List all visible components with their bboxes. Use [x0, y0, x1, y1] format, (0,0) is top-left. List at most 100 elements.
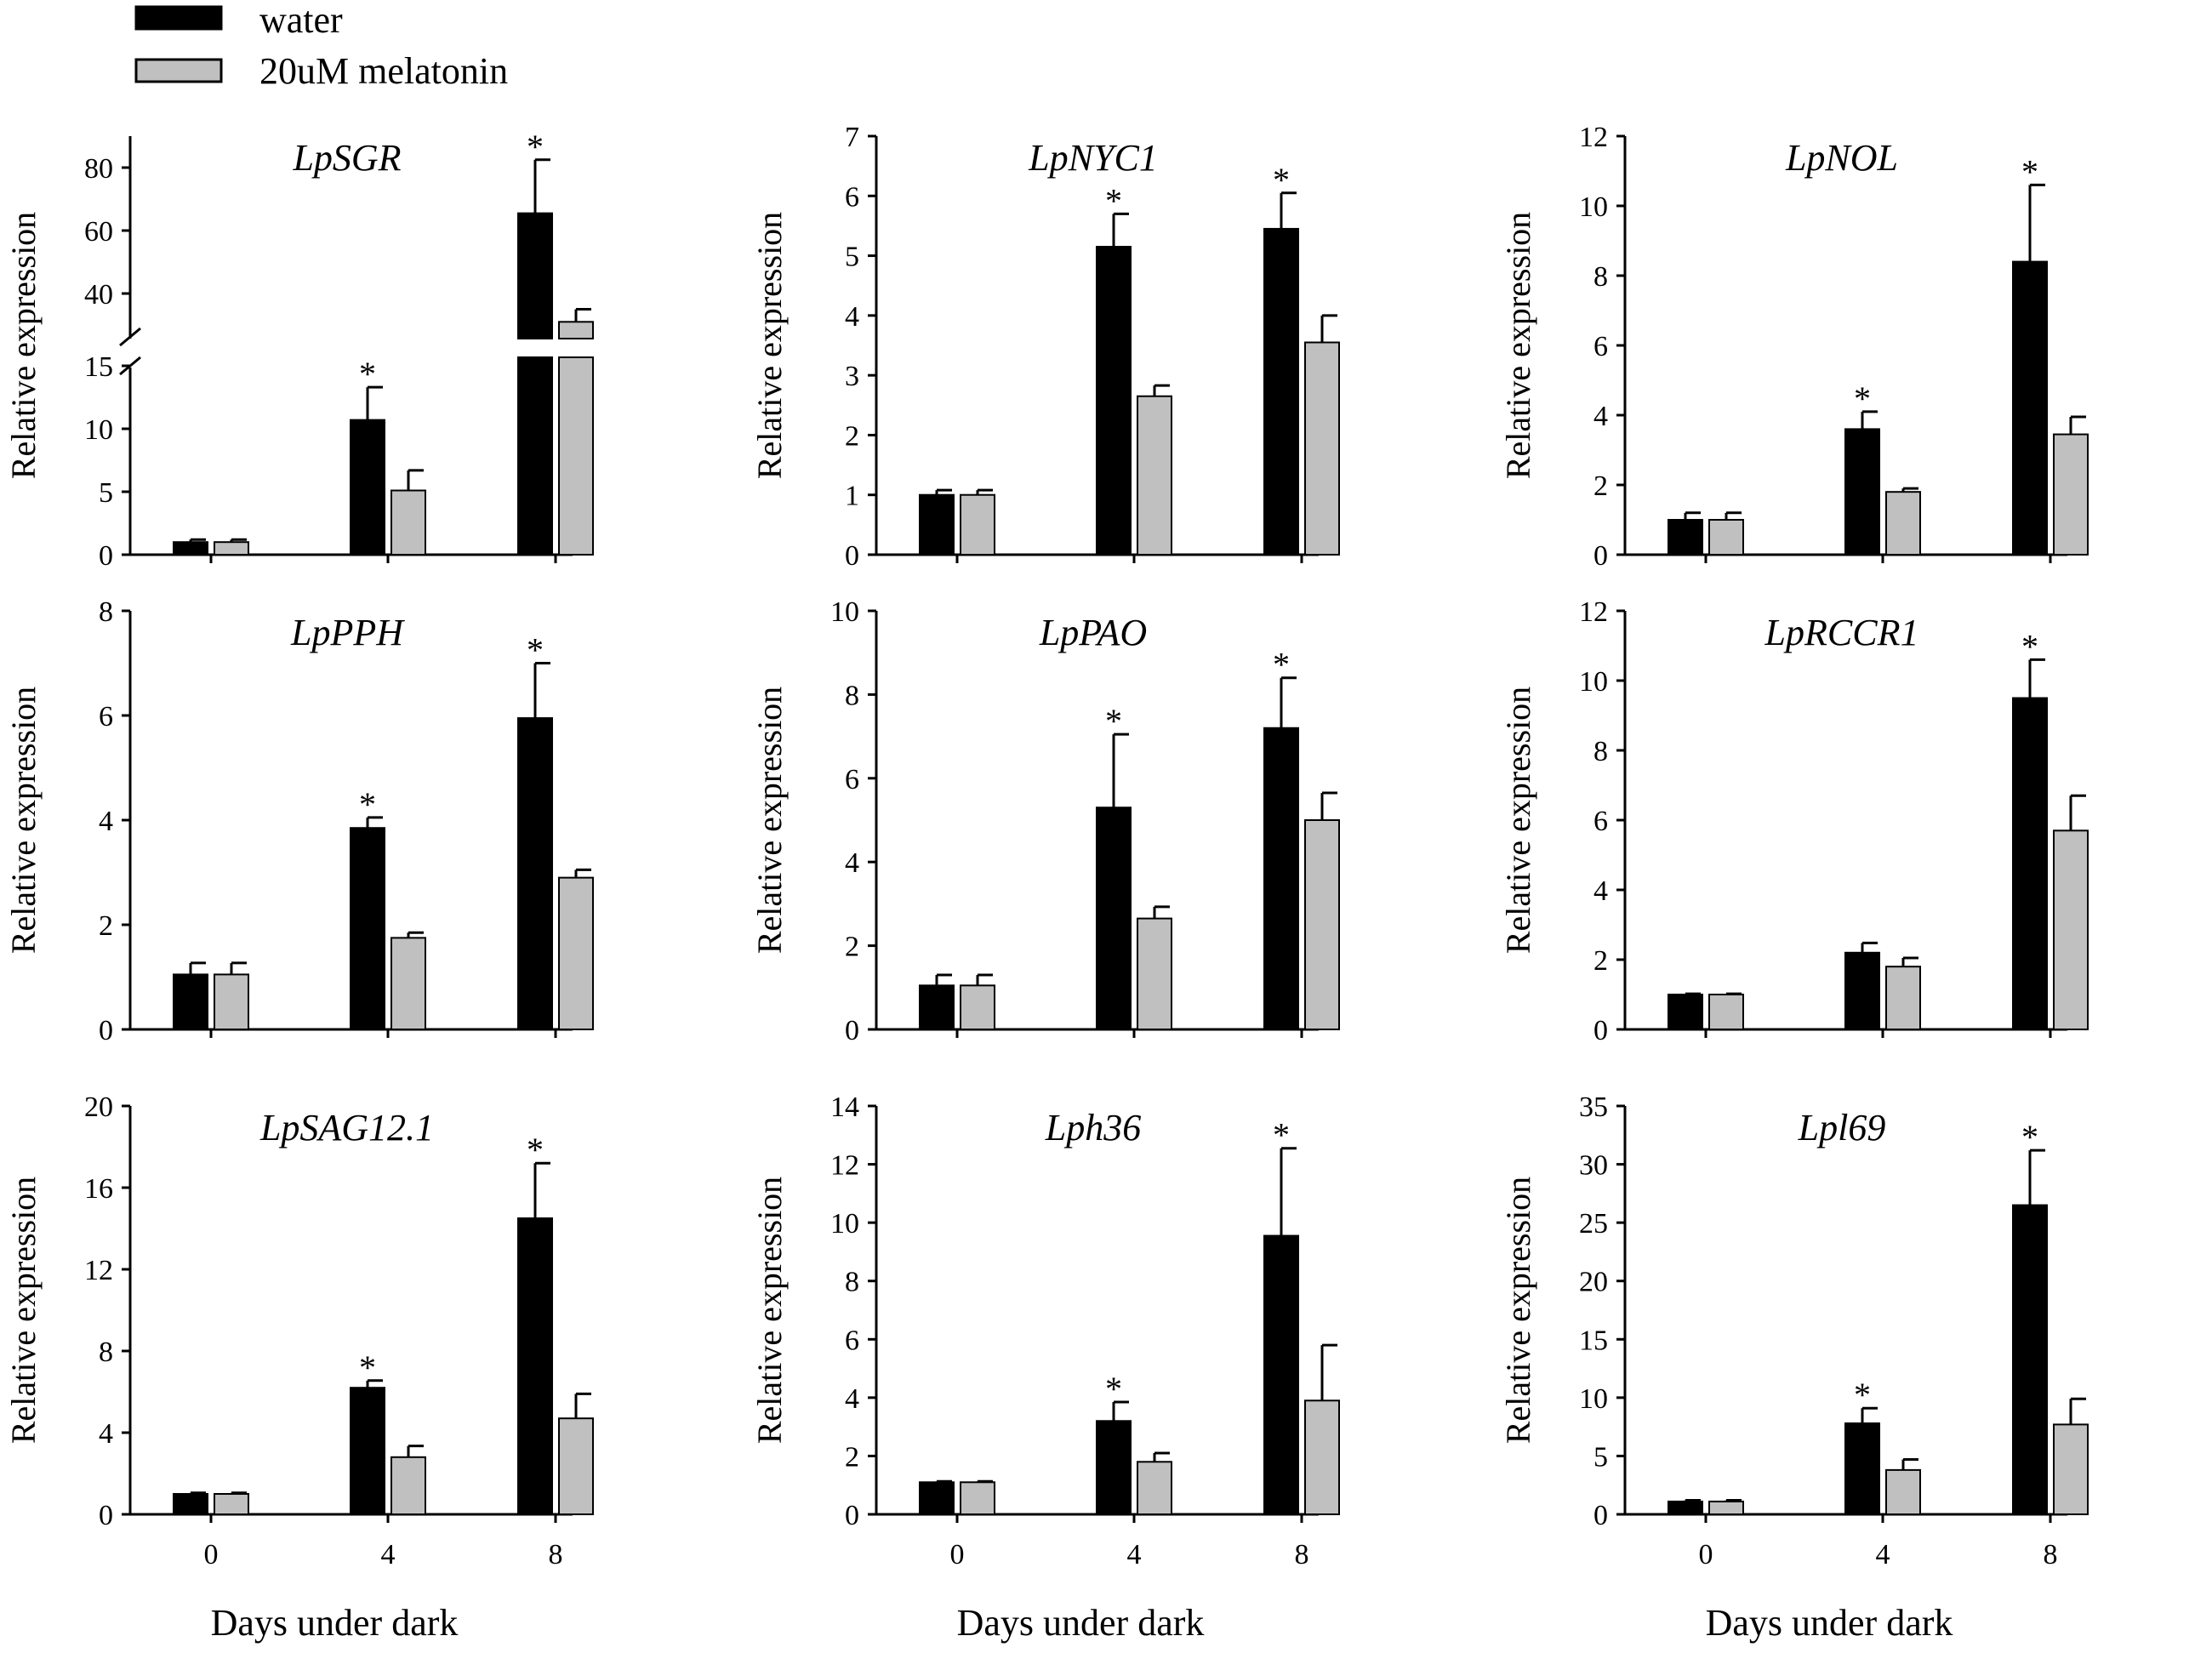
y-tick-label: 5	[845, 242, 859, 273]
y-tick-label: 2	[1593, 470, 1608, 502]
bar-melatonin-day0	[1708, 1500, 1744, 1516]
bar-melatonin-day4	[1137, 395, 1172, 556]
bar-water-day0	[173, 541, 208, 556]
panel-lppao: 0 2 4 6 8 10 * * LpPAO Relative expression	[750, 596, 1340, 1046]
bar-water-day4	[1096, 246, 1132, 556]
panel-lpl69: 0 5 10 15 20 25 30 35 0 4 8 * * Lpl69 Relative express…	[1499, 1092, 2089, 1644]
bar-water-day8	[2012, 697, 2048, 1030]
y-axis-title: Relative expression	[4, 1177, 43, 1444]
bar-melatonin-day4	[1137, 917, 1172, 1030]
y-tick-label: 6	[1593, 806, 1608, 837]
bar-water-day0	[1668, 519, 1703, 556]
axis-break-mark	[119, 327, 141, 347]
bar-melatonin-day8-upper	[558, 321, 594, 339]
bar-melatonin-day8	[558, 1417, 594, 1515]
y-tick-label: 16	[84, 1173, 113, 1205]
significance-star: *	[2021, 152, 2038, 191]
bar-melatonin-day0	[214, 1493, 249, 1515]
bar-water-day8	[1263, 227, 1299, 556]
y-axis-title: Relative expression	[750, 687, 789, 954]
bar-water-day4	[350, 1387, 385, 1515]
bar-melatonin-day0	[214, 541, 249, 556]
y-tick-label: 25	[1579, 1208, 1608, 1240]
y-tick-label: 2	[1593, 945, 1608, 977]
y-tick-label: 4	[1593, 875, 1608, 907]
x-tick-label: 4	[1876, 1539, 1890, 1570]
gene-title: Lph36	[1045, 1107, 1141, 1149]
significance-star: *	[527, 1131, 544, 1169]
gene-title: LpNYC1	[1028, 137, 1158, 179]
y-tick-label: 0	[1593, 1015, 1608, 1046]
y-tick-label: 0	[845, 1015, 859, 1046]
significance-star: *	[1273, 1116, 1290, 1154]
bar-melatonin-day8	[2053, 1423, 2089, 1516]
bar-melatonin-day0	[960, 1481, 995, 1516]
legend-swatch-water	[134, 5, 223, 31]
significance-star: *	[2021, 1118, 2038, 1156]
bar-melatonin-day8	[1304, 341, 1340, 556]
x-tick-label: 8	[1295, 1539, 1309, 1570]
bar-melatonin-day4	[391, 1456, 426, 1516]
bar-water-day8	[1263, 1234, 1299, 1515]
y-tick-label: 8	[99, 596, 113, 628]
significance-star: *	[1105, 181, 1122, 219]
y-tick-label: 20	[1579, 1267, 1608, 1298]
y-tick-label: 12	[830, 1150, 859, 1182]
y-tick-label: 8	[1593, 736, 1608, 767]
bar-melatonin-day8	[558, 876, 594, 1031]
y-tick-label: 6	[845, 764, 859, 795]
y-tick-label: 80	[84, 153, 113, 185]
bar-water-day0	[919, 1481, 955, 1516]
bar-water-day4	[1844, 428, 1880, 556]
bar-melatonin-day4	[1885, 966, 1921, 1030]
y-tick-label: 4	[99, 806, 113, 837]
significance-star: *	[1854, 379, 1871, 418]
y-axis-title: Relative expression	[1499, 687, 1537, 954]
y-axis-title: Relative expression	[4, 212, 43, 479]
bar-water-day0	[173, 973, 208, 1031]
y-tick-label: 0	[99, 1015, 113, 1046]
panel-lpsag121: 0 4 8 12 16 20 0 4 8 * * LpSAG12.1 Relative expressi…	[4, 1092, 594, 1644]
x-tick-label: 0	[204, 1539, 219, 1570]
legend-label-water: water	[259, 0, 343, 41]
y-tick-label: 10	[830, 596, 859, 628]
significance-star: *	[1105, 1370, 1122, 1408]
y-tick-label: 8	[1593, 261, 1608, 293]
bar-water-day8-upper	[517, 212, 553, 339]
significance-star: *	[1273, 646, 1290, 684]
y-tick-label: 20	[84, 1092, 113, 1123]
gene-title: LpNOL	[1785, 137, 1898, 179]
panel-lph36: 0 2 4 6 8 10 12 14 0 4 8 * * Lph36 Relative expression…	[750, 1092, 1340, 1644]
y-tick-label: 8	[99, 1337, 113, 1368]
gene-title: LpPPH	[290, 612, 405, 653]
y-axis-title: Relative expression	[750, 212, 789, 479]
y-tick-label: 5	[1593, 1441, 1608, 1473]
bar-water-day4	[1844, 1422, 1880, 1515]
bar-water-day0	[919, 984, 955, 1030]
y-tick-label: 4	[845, 847, 859, 879]
y-tick-label: 2	[99, 910, 113, 942]
y-tick-label: 35	[1579, 1092, 1608, 1123]
significance-star: *	[1273, 161, 1290, 199]
y-tick-label: 10	[84, 414, 113, 446]
y-tick-label: 8	[845, 680, 859, 711]
bar-melatonin-day4	[1885, 1468, 1921, 1516]
x-tick-label: 0	[1699, 1539, 1713, 1570]
y-tick-label: 0	[99, 540, 113, 572]
y-tick-label: 40	[84, 279, 113, 311]
bar-melatonin-day0	[1708, 994, 1744, 1030]
y-tick-label: 4	[845, 301, 859, 333]
bar-melatonin-day0	[1708, 519, 1744, 556]
bar-melatonin-day0	[214, 973, 249, 1031]
y-axis-title: Relative expression	[4, 687, 43, 954]
bar-water-day8	[2012, 1204, 2048, 1515]
bar-water-day8	[2012, 260, 2048, 556]
y-tick-label: 30	[1579, 1150, 1608, 1182]
bar-water-day4	[1096, 807, 1132, 1030]
y-tick-label: 1	[845, 481, 859, 512]
y-axis-title: Relative expression	[1499, 1177, 1537, 1444]
y-tick-label: 0	[845, 540, 859, 572]
y-tick-label: 0	[99, 1500, 113, 1531]
